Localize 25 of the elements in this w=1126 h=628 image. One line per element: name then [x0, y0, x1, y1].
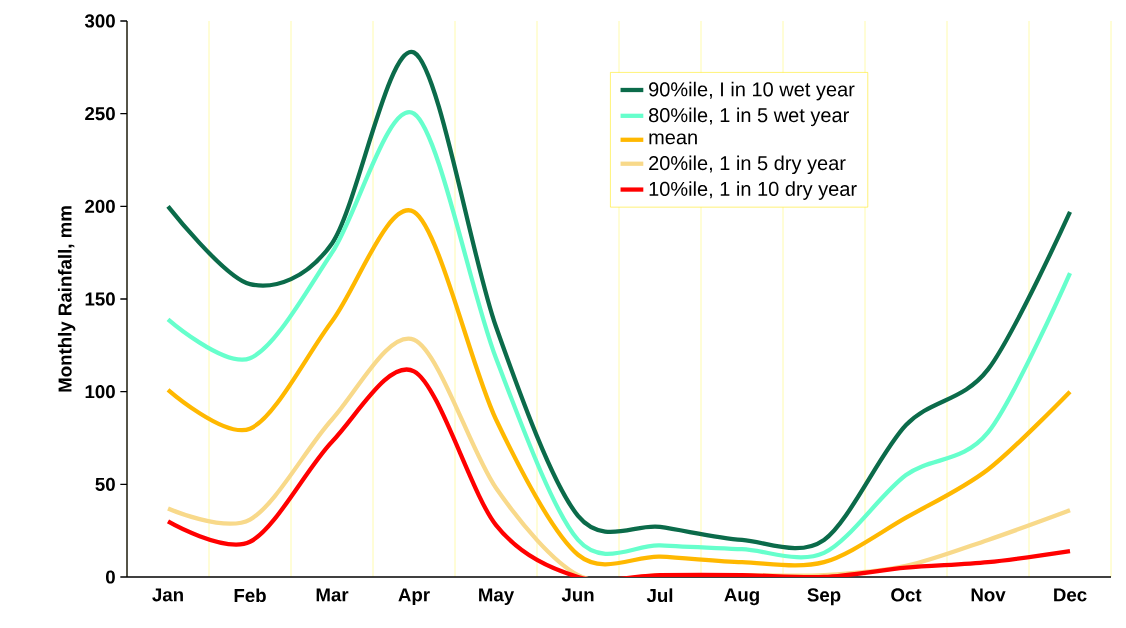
y-tick-label: 200 — [85, 199, 115, 213]
x-tick-label: Nov — [971, 588, 1006, 602]
x-tick-label: Jan — [152, 588, 183, 602]
x-tick-label: Sep — [807, 588, 841, 606]
legend-label: mean — [649, 133, 697, 145]
y-tick-label: 0 — [105, 570, 115, 584]
legend-label: 80%ile, 1 in 5 wet year — [648, 107, 849, 127]
legend-label: 20%ile, 1 in 5 dry year — [649, 155, 846, 175]
y-tick-label: 50 — [95, 477, 115, 491]
y-tick-label: 100 — [85, 385, 115, 399]
y-tick-label: 150 — [85, 292, 115, 306]
x-tick-label: Oct — [891, 588, 922, 602]
y-axis-title: Monthly Rainfall, mm — [57, 206, 76, 392]
x-tick-label: Jun — [561, 588, 594, 602]
x-tick-label: Aug — [724, 588, 759, 606]
x-tick-label: Dec — [1054, 588, 1087, 602]
x-tick-label: Jul — [646, 588, 673, 603]
legend-label: 90%ile, I in 10 wet year — [649, 81, 855, 101]
x-tick-label: Apr — [398, 588, 430, 606]
x-tick-label: Feb — [234, 588, 266, 603]
y-tick-label: 250 — [85, 107, 115, 121]
y-tick-label: 300 — [84, 14, 115, 28]
legend-label: 10%ile, 1 in 10 dry year — [649, 181, 857, 200]
x-tick-label: May — [479, 588, 515, 606]
x-tick-label: Mar — [316, 588, 349, 602]
